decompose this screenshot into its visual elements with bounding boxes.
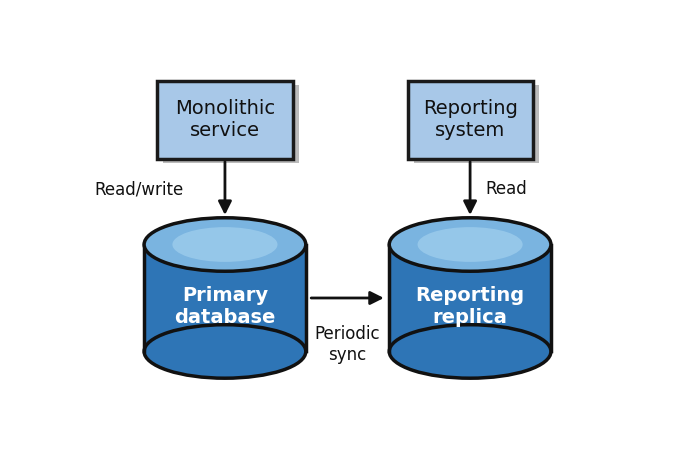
- Text: Read: Read: [486, 180, 528, 198]
- Ellipse shape: [389, 325, 551, 378]
- Text: Reporting
replica: Reporting replica: [415, 286, 525, 326]
- Ellipse shape: [144, 325, 306, 378]
- Ellipse shape: [172, 227, 277, 262]
- FancyBboxPatch shape: [164, 85, 299, 163]
- Polygon shape: [144, 244, 306, 351]
- FancyBboxPatch shape: [414, 85, 539, 163]
- Text: Read/write: Read/write: [94, 180, 184, 198]
- Ellipse shape: [144, 218, 306, 271]
- Text: Primary
database: Primary database: [174, 286, 276, 326]
- Ellipse shape: [417, 227, 523, 262]
- Text: Monolithic
service: Monolithic service: [175, 99, 275, 140]
- Text: Periodic
sync: Periodic sync: [315, 325, 380, 363]
- FancyBboxPatch shape: [408, 81, 532, 159]
- FancyBboxPatch shape: [157, 81, 293, 159]
- Polygon shape: [389, 244, 551, 351]
- Text: Reporting
system: Reporting system: [423, 99, 518, 140]
- Ellipse shape: [389, 218, 551, 271]
